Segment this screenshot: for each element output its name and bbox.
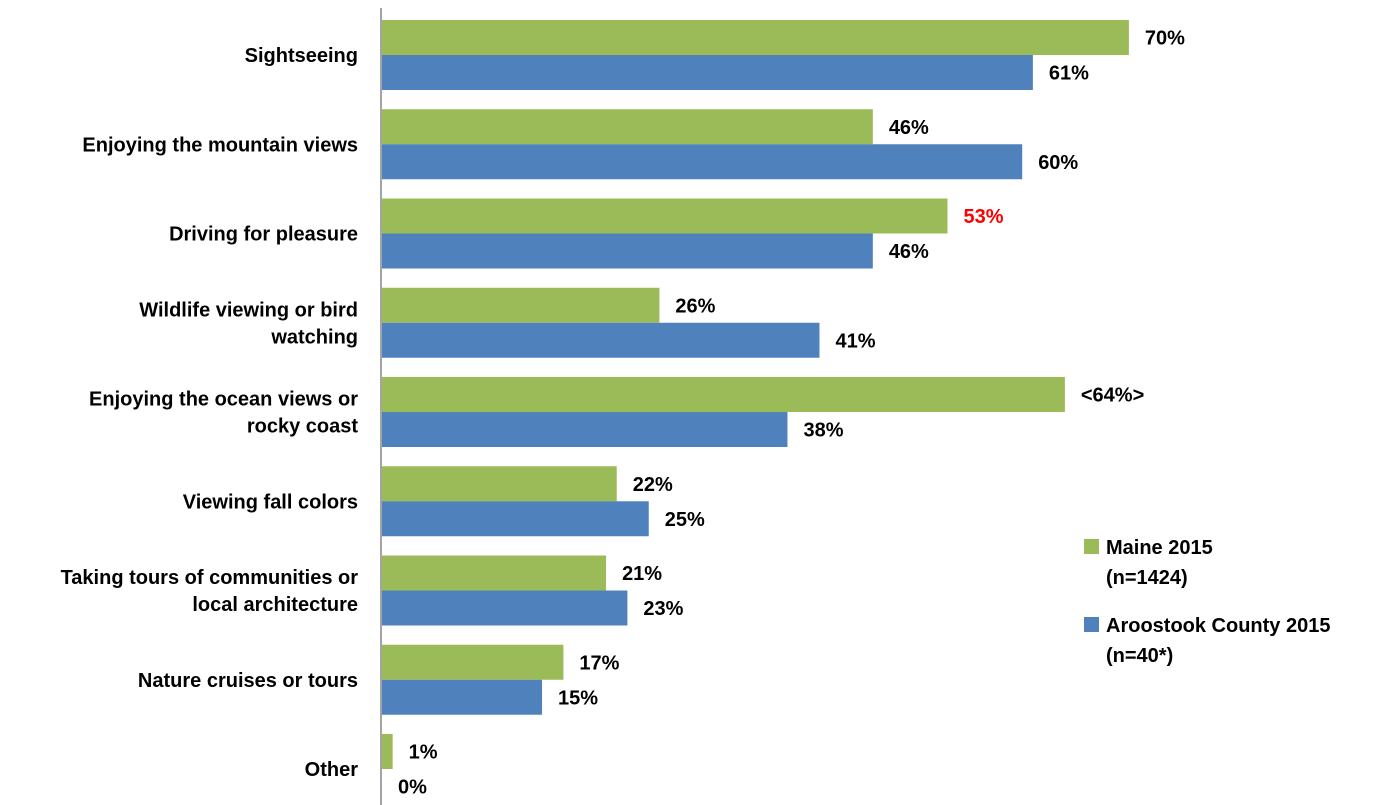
bar-maine-2015 — [382, 109, 873, 145]
value-label: 46% — [889, 117, 929, 139]
value-label: 60% — [1038, 152, 1078, 174]
category-label: Viewing fall colors — [183, 491, 358, 513]
value-label: 17% — [579, 652, 619, 674]
value-label: <64%> — [1081, 385, 1144, 407]
value-label: 46% — [889, 241, 929, 263]
value-label: 15% — [558, 687, 598, 709]
bar-aroostook-2015 — [382, 501, 649, 537]
bar-maine-2015 — [382, 555, 607, 591]
category-label: Driving for pleasure — [169, 224, 358, 246]
value-label: 25% — [665, 509, 705, 531]
legend-label: Aroostook County 2015 — [1106, 615, 1330, 637]
bar-aroostook-2015 — [382, 233, 873, 269]
bar-maine-2015 — [382, 466, 617, 502]
bar-aroostook-2015 — [382, 55, 1033, 90]
legend-label: Maine 2015 — [1106, 537, 1213, 559]
category-label: Nature cruises or tours — [138, 670, 358, 692]
bar-maine-2015 — [382, 734, 393, 769]
category-label: Enjoying the mountain views — [82, 134, 358, 156]
value-label: 26% — [675, 295, 715, 317]
value-label: 0% — [398, 777, 427, 799]
value-label: 23% — [643, 598, 683, 620]
value-label: 41% — [835, 330, 875, 352]
bar-maine-2015 — [382, 644, 564, 680]
value-label: 38% — [803, 420, 843, 442]
legend-label: (n=40*) — [1106, 645, 1173, 667]
bar-aroostook-2015 — [382, 322, 820, 358]
value-labels: 70% 61% 46% 60% 53% 46% 26% 41% <64%> 38% 22% 25% 21… — [398, 28, 1185, 799]
value-label: 1% — [409, 742, 438, 764]
category-label: Wildlife viewing or bird watching — [139, 299, 358, 348]
legend-swatch — [1084, 617, 1099, 632]
category-label: Enjoying the ocean views or rocky coast — [89, 389, 358, 438]
bar-aroostook-2015 — [382, 679, 543, 715]
category-label: Taking tours of communities or local arch… — [61, 567, 359, 616]
bar-maine-2015 — [382, 287, 660, 323]
category-labels: Sightseeing Enjoying the mountain views Dr… — [61, 45, 359, 781]
value-label: 70% — [1145, 28, 1185, 50]
value-label: 53% — [964, 206, 1004, 228]
value-label: 22% — [633, 474, 673, 496]
bar-aroostook-2015 — [382, 144, 1023, 180]
bar-maine-2015 — [382, 377, 1065, 412]
bar-maine-2015 — [382, 198, 948, 234]
category-label: Sightseeing — [245, 45, 358, 67]
bar-aroostook-2015 — [382, 590, 628, 626]
legend-label: (n=1424) — [1106, 567, 1188, 589]
value-label: 21% — [622, 563, 662, 585]
value-label: 61% — [1049, 63, 1089, 85]
category-label: Other — [305, 759, 359, 781]
bars — [382, 20, 1129, 769]
bar-aroostook-2015 — [382, 412, 788, 447]
bar-maine-2015 — [382, 20, 1129, 55]
legend: Maine 2015 (n=1424) Aroostook County 2015 (… — [1084, 537, 1330, 667]
legend-swatch — [1084, 539, 1099, 554]
